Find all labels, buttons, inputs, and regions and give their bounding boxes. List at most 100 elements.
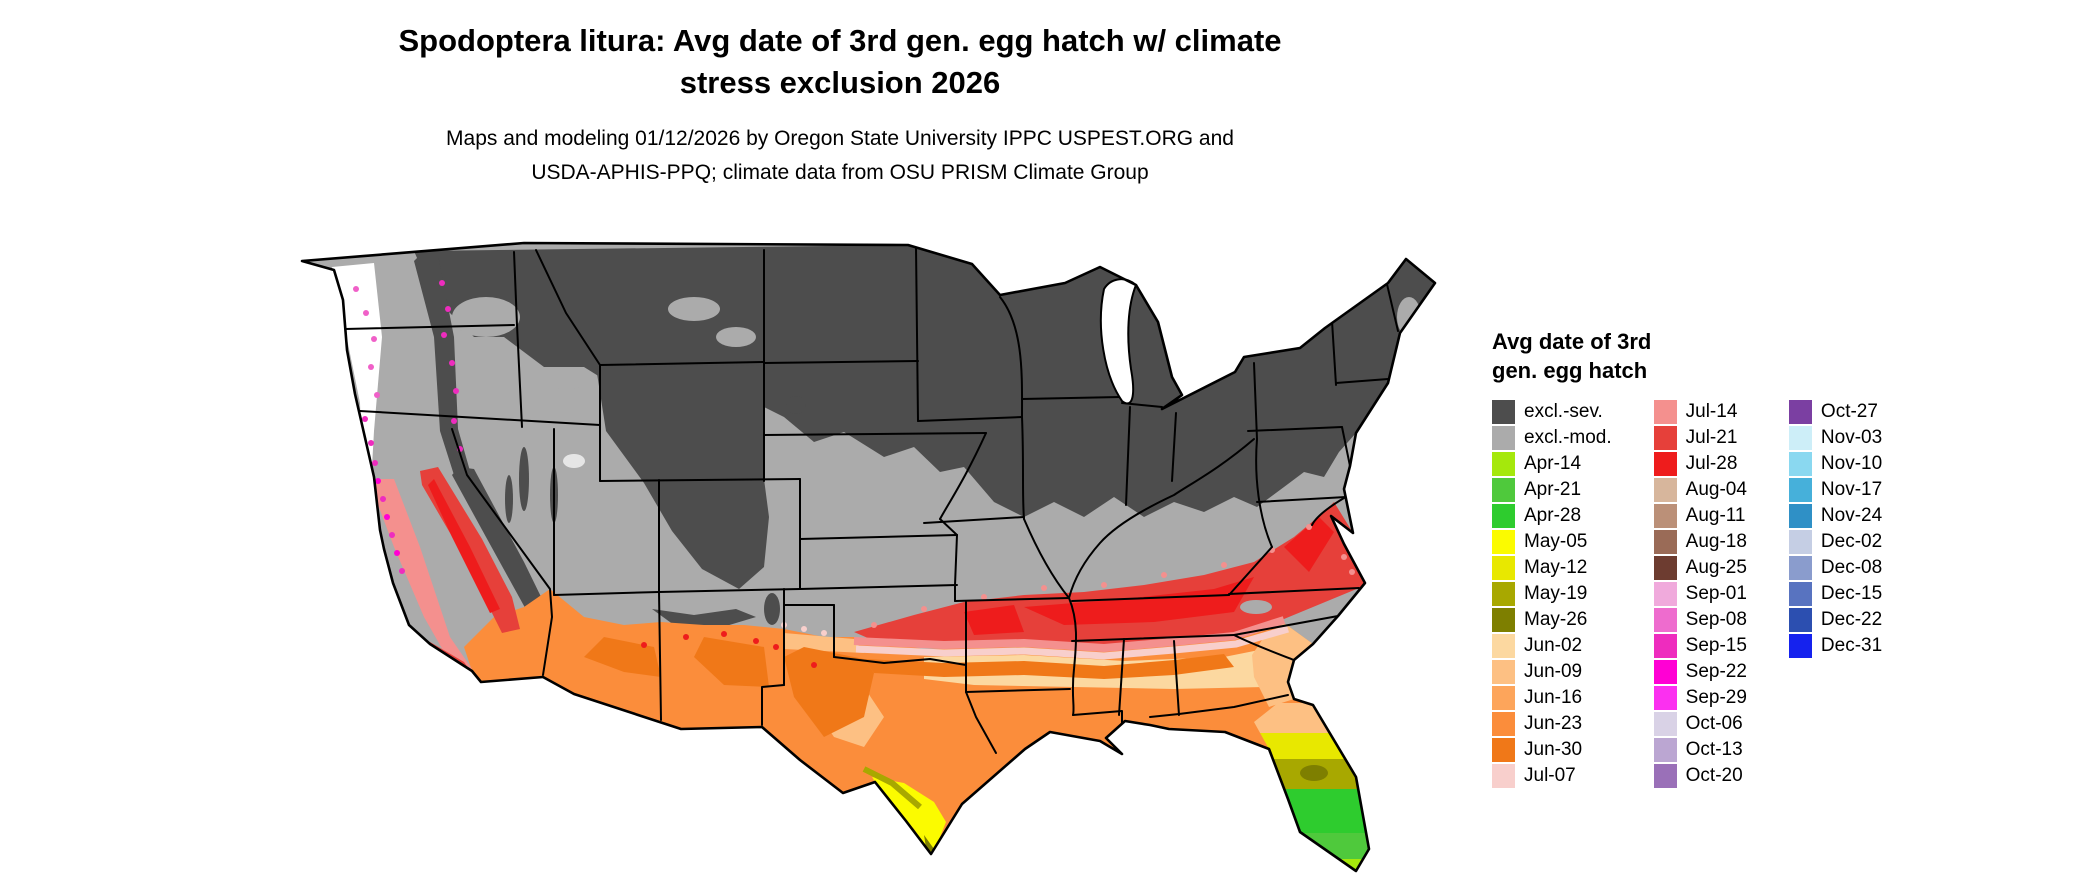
legend-swatch [1492,712,1515,737]
legend-swatch [1653,452,1677,477]
legend-label: Apr-14 [1524,453,1582,475]
legend-swatch [1788,504,1812,529]
legend-entry: May-12 [1492,555,1612,581]
jul07-band [855,625,1289,660]
legend-label: Jul-21 [1685,427,1738,449]
legend-swatch [1653,608,1677,633]
legend-entry: Dec-08 [1788,555,1882,581]
legend-swatch [1788,426,1812,451]
legend-swatch [1788,530,1812,555]
legend-label: Nov-24 [1820,505,1883,527]
legend-entry: Dec-31 [1788,633,1883,659]
page-title-line1: Spodoptera litura: Avg date of 3rd gen. … [398,23,1282,58]
legend-swatch [1653,634,1677,659]
legend-label: Jun-02 [1524,635,1583,657]
legend-label: Dec-31 [1820,635,1883,657]
us-outline [300,241,1437,873]
legend-label: Dec-15 [1820,583,1883,605]
legend-entry: Jun-09 [1492,659,1612,685]
legend-entry: Sep-22 [1653,659,1747,685]
legend-entry: Jun-02 [1492,633,1612,659]
legend-swatch [1492,634,1515,659]
legend-entry: Dec-15 [1788,581,1883,607]
legend-swatch [1492,764,1515,789]
legend-swatch [1788,556,1812,581]
legend-entry: Oct-20 [1653,763,1747,789]
page-subtitle-line2: USDA-APHIS-PPQ; climate data from OSU PR… [531,160,1149,184]
legend-title-line1: Avg date of 3rd [1492,329,1652,354]
legend-swatch [1492,738,1515,763]
legend-label: Jul-07 [1524,765,1576,787]
page-subtitle: Maps and modeling 01/12/2026 by Oregon S… [290,122,1390,189]
magenta-speckles [353,280,463,574]
legend-title: Avg date of 3rd gen. egg hatch [1492,328,1882,385]
legend-swatch [1653,764,1677,789]
legend-swatch [1653,400,1677,425]
legend-entry: Oct-13 [1653,737,1747,763]
legend-label: Nov-17 [1820,479,1883,501]
exclusion-severe-region [414,245,1435,629]
legend-swatch [1653,504,1677,529]
legend-entry: Nov-17 [1788,477,1883,503]
legend-label: Sep-29 [1685,687,1747,709]
legend-label: Nov-03 [1820,427,1883,449]
legend-entry: excl.-mod. [1492,425,1612,451]
legend-entry: Aug-18 [1653,529,1747,555]
legend-label: Jul-14 [1685,401,1738,423]
legend-swatch [1653,712,1677,737]
legend-label: Oct-20 [1685,765,1743,787]
legend-label: May-19 [1524,583,1588,605]
legend-swatch [1492,426,1515,451]
legend-label: Jul-28 [1685,453,1738,475]
legend-label: Apr-28 [1524,505,1582,527]
legend-swatch [1492,556,1515,581]
legend-label: May-05 [1524,531,1588,553]
legend-label: May-26 [1524,609,1588,631]
legend-entry: Apr-14 [1492,451,1612,477]
map-container [224,217,1444,892]
legend-label: Jun-23 [1524,713,1583,735]
legend-label: excl.-mod. [1524,427,1612,449]
legend-entry: Sep-29 [1653,685,1747,711]
legend-swatch [1492,530,1515,555]
legend-entry: May-19 [1492,581,1612,607]
legend-entry: Jul-21 [1653,425,1747,451]
legend-label: excl.-sev. [1524,401,1603,423]
page-title-line2: stress exclusion 2026 [679,64,1001,100]
legend-swatch [1788,478,1812,503]
legend-swatch [1788,452,1812,477]
legend-entry: Apr-21 [1492,477,1612,503]
legend-label: Nov-10 [1820,453,1883,475]
legend-swatch [1492,582,1515,607]
legend-entry: Oct-27 [1788,399,1882,425]
legend-label: Aug-04 [1685,479,1747,501]
legend-entry: Jun-16 [1492,685,1612,711]
legend-entry: Aug-11 [1653,503,1747,529]
page-subtitle-line1: Maps and modeling 01/12/2026 by Oregon S… [446,127,1234,150]
legend-entry: Jun-23 [1492,711,1612,737]
legend-swatch [1653,686,1677,711]
legend-label: Aug-18 [1685,531,1747,553]
legend-entry: Sep-15 [1653,633,1747,659]
legend-label: Jun-16 [1524,687,1583,709]
legend-label: Oct-27 [1820,401,1878,423]
legend-entry: Jul-07 [1492,763,1612,789]
legend-swatch [1653,556,1677,581]
legend-swatch [1492,400,1515,425]
legend-label: Oct-13 [1685,739,1743,761]
legend-swatch [1492,608,1515,633]
legend-entry: excl.-sev. [1492,399,1612,425]
late-june-bands [584,637,1234,737]
legend-swatch [1492,504,1515,529]
legend-entry: Nov-24 [1788,503,1883,529]
legend-label: Sep-08 [1685,609,1747,631]
legend-label: Sep-22 [1685,661,1747,683]
legend-label: Sep-15 [1685,635,1747,657]
legend-entry: Jul-14 [1653,399,1747,425]
appalachian-gray-patch [1240,600,1272,614]
map-fill-layers [302,243,1435,871]
legend-swatch [1788,608,1812,633]
legend-label: Aug-11 [1685,505,1746,527]
legend-entry: Dec-02 [1788,529,1882,555]
legend-entry: Jul-28 [1653,451,1747,477]
